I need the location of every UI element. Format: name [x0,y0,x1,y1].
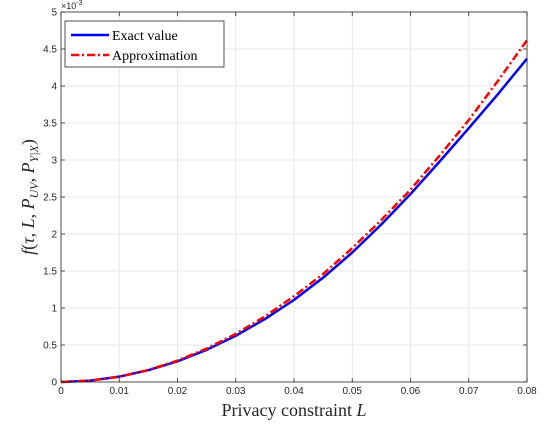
y-tick-label: 1 [51,304,57,315]
y-tick-label: 4.5 [43,45,57,56]
x-tick-label: 0.08 [517,386,537,397]
y-tick-label: 1.5 [43,267,57,278]
y-exponent-label: ×10-3 [61,0,83,11]
legend: Exact value Approximation [64,20,225,68]
y-tick-label: 2.5 [43,193,57,204]
x-tick-label: 0 [58,386,64,397]
y-tick-label: 5 [51,8,57,19]
y-tick-label: 4 [51,82,57,93]
y-exponent-power: -3 [76,0,82,7]
axis-ticks: 0 0.01 0.02 0.03 0.04 0.05 0.06 0.07 0.08 0 0.5 1 1.… [43,8,537,398]
y-tick-label: 3 [51,156,57,167]
grid-lines [60,11,528,383]
x-axis-label: Privacy constraint L [222,400,367,420]
x-tick-label: 0.03 [226,386,246,397]
series-line-approximation [60,39,529,384]
legend-box [64,20,225,68]
x-tick-label: 0.01 [110,386,130,397]
x-tick-label: 0.02 [168,386,188,397]
y-tick-label: 0 [51,378,57,389]
series-layer [60,39,529,384]
y-tick-label: 0.5 [43,341,57,352]
y-exponent-base: ×10 [61,1,76,11]
x-tick-label: 0.07 [459,386,479,397]
series-line-exact-value [60,57,528,384]
y-axis-label: f(τ, L, PUV, PY|X) [18,139,41,255]
x-tick-label: 0.04 [284,386,304,397]
legend-label-exact: Exact value [112,29,178,44]
y-tick-label: 3.5 [43,119,57,130]
x-tick-label: 0.05 [343,386,363,397]
x-tick-label: 0.06 [401,386,421,397]
y-tick-label: 2 [51,230,57,241]
legend-label-approx: Approximation [112,49,198,64]
